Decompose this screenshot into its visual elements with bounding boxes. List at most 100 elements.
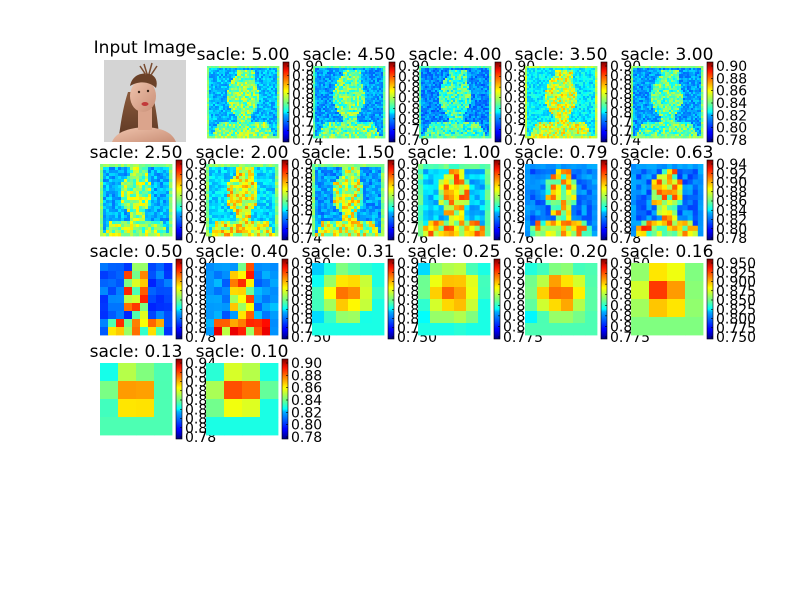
heatmap-cell: [459, 94, 462, 97]
heatmap-cell: [479, 100, 482, 103]
heatmap-cell: [247, 120, 250, 123]
heatmap-cell: [327, 66, 330, 69]
heatmap-cell: [453, 124, 456, 127]
heatmap-cell: [467, 118, 470, 121]
heatmap-cell: [443, 94, 446, 97]
heatmap-cell: [477, 124, 480, 127]
heatmap-cell: [371, 104, 374, 107]
heatmap-cell: [419, 124, 422, 127]
heatmap-cell: [373, 134, 376, 137]
heatmap-cell: [487, 134, 490, 137]
heatmap-cell: [215, 98, 218, 101]
heatmap-cell: [213, 94, 216, 97]
heatmap-cell: [369, 104, 372, 107]
heatmap-cell: [359, 66, 362, 69]
heatmap-cell: [257, 134, 260, 137]
heatmap-cell: [245, 88, 248, 91]
heatmap-cell: [433, 80, 436, 83]
heatmap-cell: [453, 92, 456, 95]
heatmap-cell: [209, 86, 212, 89]
heatmap-cell: [463, 90, 466, 93]
heatmap-cell: [343, 96, 346, 99]
heatmap-cell: [223, 136, 226, 139]
heatmap-cell: [261, 126, 264, 129]
heatmap-cell: [257, 96, 260, 99]
heatmap-cell: [315, 94, 318, 97]
heatmap-cell: [487, 118, 490, 121]
heatmap-cell: [209, 66, 212, 69]
heatmap-cell: [353, 134, 356, 137]
heatmap-cell: [321, 130, 324, 133]
heatmap-cell: [349, 78, 352, 81]
heatmap-cell: [327, 128, 330, 131]
heatmap-cell: [427, 108, 430, 111]
heatmap-cell: [477, 70, 480, 73]
heatmap-cell: [317, 136, 320, 139]
heatmap-cell: [225, 130, 228, 133]
heatmap-cell: [449, 90, 452, 93]
colorbar: [494, 61, 502, 143]
heatmap-cell: [439, 106, 442, 109]
heatmap-cell: [529, 106, 532, 109]
heatmap-cell: [213, 118, 216, 121]
heatmap-cell: [529, 126, 532, 129]
heatmap-cell: [467, 116, 470, 119]
heatmap-cell: [425, 78, 428, 81]
heatmap-cell: [439, 118, 442, 121]
heatmap-cell: [337, 132, 340, 135]
heatmap-cell: [337, 112, 340, 115]
heatmap-cell: [341, 112, 344, 115]
heatmap-cell: [369, 116, 372, 119]
heatmap-cell: [255, 104, 258, 107]
heatmap-cell: [439, 108, 442, 111]
heatmap-cell: [331, 108, 334, 111]
heatmap-cell: [215, 120, 218, 123]
heatmap-cell: [375, 126, 378, 129]
heatmap-cell: [233, 96, 236, 99]
heatmap-cell: [233, 122, 236, 125]
heatmap-cell: [267, 80, 270, 83]
heatmap-cell: [269, 132, 272, 135]
heatmap-cell: [243, 84, 246, 87]
heatmap-cell: [219, 80, 222, 83]
heatmap-cell: [459, 130, 462, 133]
heatmap-cell: [241, 110, 244, 113]
heatmap-cell: [533, 100, 536, 103]
heatmap-cell: [375, 88, 378, 91]
heatmap-cell: [257, 102, 260, 105]
heatmap-cell: [239, 122, 242, 125]
heatmap-cell: [419, 110, 422, 113]
heatmap-cell: [235, 136, 238, 139]
heatmap-cell: [235, 66, 238, 69]
heatmap-cell: [347, 74, 350, 77]
heatmap-cell: [531, 104, 534, 107]
heatmap-cell: [421, 130, 424, 133]
heatmap-cell: [267, 116, 270, 119]
heatmap-cell: [267, 136, 270, 139]
heatmap-cell: [271, 124, 274, 127]
heatmap-cell: [485, 94, 488, 97]
heatmap-cell: [347, 128, 350, 131]
heatmap-cell: [377, 130, 380, 133]
heatmap-cell: [321, 106, 324, 109]
heatmap-cell: [365, 86, 368, 89]
heatmap-cell: [349, 114, 352, 117]
heatmap-cell: [469, 72, 472, 75]
heatmap-cell: [253, 102, 256, 105]
heatmap-cell: [259, 88, 262, 91]
heatmap-cell: [379, 100, 382, 103]
heatmap-cell: [245, 120, 248, 123]
heatmap-cell: [469, 74, 472, 77]
heatmap-cell: [347, 122, 350, 125]
heatmap-cell: [539, 88, 542, 91]
heatmap-cell: [473, 130, 476, 133]
heatmap-cell: [253, 98, 256, 101]
heatmap-cell: [219, 124, 222, 127]
heatmap-cell: [207, 112, 210, 115]
heatmap-cell: [527, 78, 530, 81]
heatmap-cell: [315, 120, 318, 123]
heatmap-cell: [369, 96, 372, 99]
heatmap-cell: [489, 76, 492, 79]
heatmap-cell: [335, 134, 338, 137]
heatmap-cell: [247, 74, 250, 77]
